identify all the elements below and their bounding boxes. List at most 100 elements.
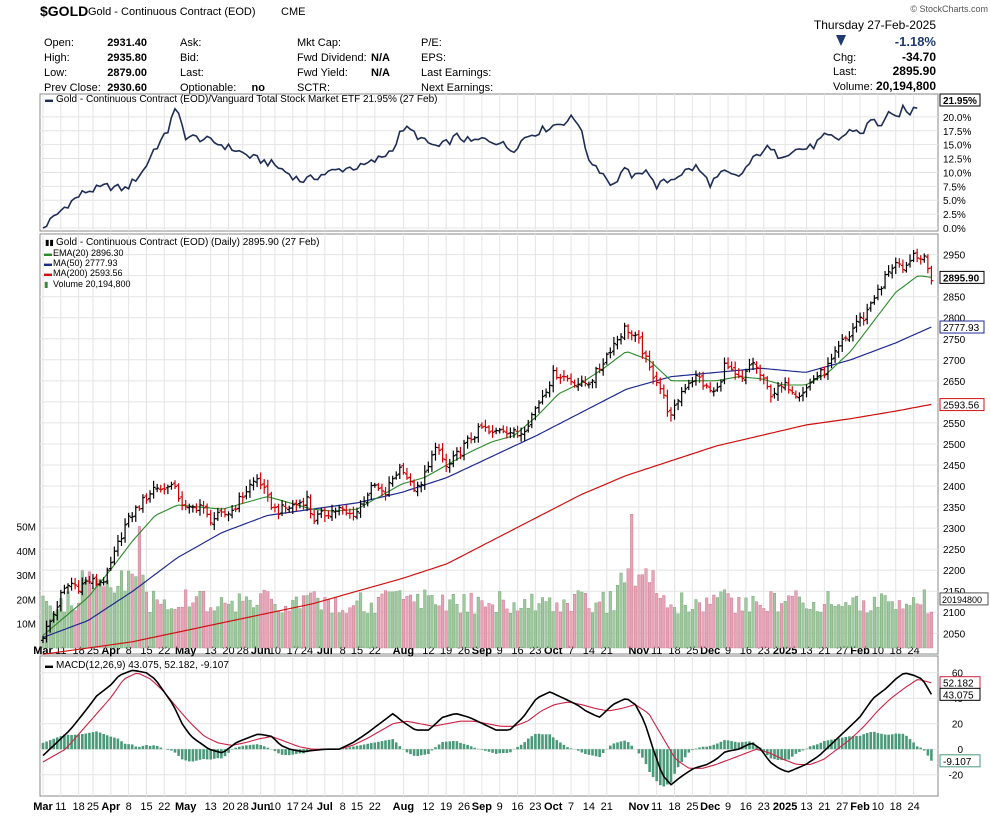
ohlc-bar <box>294 499 299 512</box>
ohlc-bar <box>73 578 78 590</box>
volume-bar <box>227 604 231 649</box>
volume-bar <box>355 600 359 649</box>
volume-bar <box>66 591 70 649</box>
ohlc-bar <box>686 379 691 391</box>
volume-bar <box>908 605 912 649</box>
volume-bar <box>687 611 691 649</box>
ohlc-bar <box>611 336 616 356</box>
macd-histogram-bar <box>865 733 869 750</box>
macd-histogram-bar <box>537 733 541 750</box>
volume-bar <box>134 576 138 649</box>
macd-histogram-bar <box>98 732 102 750</box>
macd-histogram-bar <box>837 738 840 750</box>
ohlc-bar <box>793 390 798 399</box>
volume-bar <box>184 589 188 649</box>
ma200-line <box>42 403 932 655</box>
x-tick-label: Dec <box>700 801 720 813</box>
macd-histogram-bar <box>73 734 77 750</box>
macd-histogram-bar <box>858 735 862 750</box>
volume-bar <box>719 591 723 649</box>
volume-bar <box>280 612 284 649</box>
volume-bar <box>259 593 263 649</box>
field-value: no <box>252 82 266 94</box>
field-label: Fwd Dividend: <box>297 52 367 64</box>
volume-bar <box>473 613 477 649</box>
macd-histogram-bar <box>584 749 587 754</box>
volume-bar <box>223 602 227 649</box>
volume-bar <box>855 595 859 649</box>
ohlc-bar <box>319 508 324 518</box>
volume-bar <box>780 603 784 649</box>
ohlc-bar <box>444 453 449 472</box>
volume-bar <box>487 603 491 649</box>
macd-histogram-bar <box>655 749 658 782</box>
volume-tick-label: 40M <box>17 547 36 558</box>
volume-bar <box>808 609 812 649</box>
macd-histogram-bar <box>377 741 380 750</box>
macd-histogram-bar <box>462 743 466 750</box>
ohlc-bar <box>123 518 128 543</box>
ohlc-bar <box>676 398 681 411</box>
macd-histogram-bar <box>502 749 505 753</box>
macd-histogram-bar <box>776 749 780 760</box>
volume-bar <box>894 609 898 649</box>
volume-bar <box>483 606 487 649</box>
macd-end-box <box>939 754 981 768</box>
y-tick-label: 2700 <box>943 356 966 367</box>
macd-histogram-bar <box>823 741 826 750</box>
field-label: Prev Close: <box>44 82 101 94</box>
x-tick-label: 25 <box>686 801 698 813</box>
macd-histogram-bar <box>712 744 716 750</box>
volume-bar <box>305 595 309 649</box>
ohlc-bar <box>840 334 845 352</box>
y-tick-label: -20 <box>949 771 964 782</box>
x-tick-label: Aug <box>393 801 414 813</box>
volume-bar <box>166 609 170 649</box>
macd-histogram-bar <box>576 749 580 751</box>
volume-bar <box>826 591 830 649</box>
volume-bar <box>858 610 862 649</box>
macd-histogram-bar <box>473 747 476 750</box>
ratio-line <box>42 103 918 229</box>
macd-histogram-bar <box>598 749 601 757</box>
volume-bar <box>123 590 127 649</box>
volume-bar <box>476 596 480 649</box>
macd-histogram-bar <box>669 749 673 783</box>
ohlc-bar <box>726 357 731 370</box>
volume-bar <box>919 604 923 649</box>
macd-histogram-bar <box>380 741 384 750</box>
volume-bar <box>337 612 341 649</box>
volume-bar <box>244 596 248 649</box>
ratio-last-box <box>939 93 981 107</box>
down-arrow-icon <box>836 35 846 46</box>
x-tick-label: Jul <box>317 801 333 813</box>
macd-histogram-bar <box>819 742 823 750</box>
ohlc-bar <box>208 509 213 526</box>
x-tick-label: 28 <box>237 801 249 813</box>
macd-histogram-bar <box>355 745 359 750</box>
volume-bar <box>715 597 719 649</box>
ohlc-bar <box>804 384 809 398</box>
volume-bar <box>623 582 627 649</box>
volume-bar <box>619 572 623 649</box>
macd-histogram-bar <box>116 738 120 750</box>
macd-histogram-bar <box>894 733 898 750</box>
y-tick-label: 2800 <box>943 314 966 325</box>
volume-bar <box>319 609 323 649</box>
x-tick-label: 9 <box>497 645 503 657</box>
volume-bar <box>501 599 505 649</box>
volume-bar <box>512 602 516 649</box>
volume-bar <box>683 605 687 649</box>
ohlc-bar <box>173 480 178 490</box>
volume-bar <box>144 591 148 649</box>
x-tick-label: 19 <box>440 801 452 813</box>
legend-swatch: ▬ <box>45 661 53 670</box>
symbol-title: $GOLD <box>40 3 88 19</box>
field-label: Last Earnings: <box>421 67 491 79</box>
ohlc-bar <box>462 439 467 461</box>
volume-bar <box>830 604 834 649</box>
field-value: N/A <box>371 67 390 79</box>
volume-bar <box>583 593 587 649</box>
macd-end-box <box>939 687 981 701</box>
exchange-label: CME <box>281 6 305 18</box>
